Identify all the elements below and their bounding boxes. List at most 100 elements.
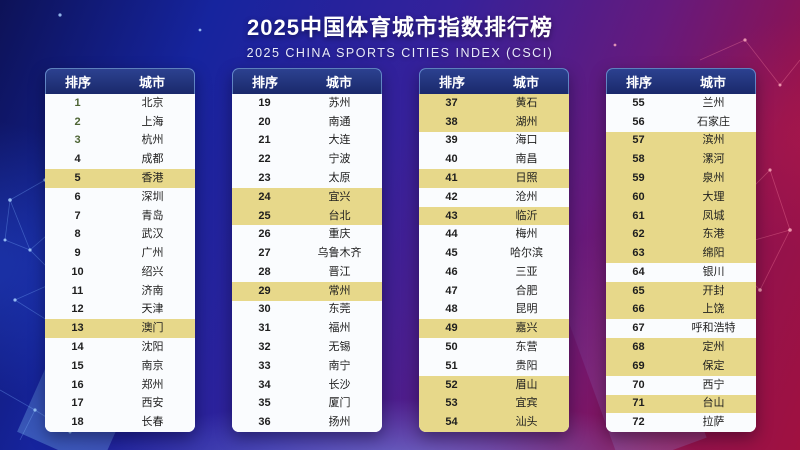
table-row: 67 呼和浩特 [605,319,756,339]
rank-cell: 51 [445,359,458,372]
rank-cell: 31 [258,322,271,335]
table-row: 25 台北 [231,206,382,226]
city-cell: 台北 [328,209,351,222]
table-row: 36 扬州 [231,413,382,432]
rank-cell: 12 [71,303,84,316]
city-cell: 晋江 [328,265,351,278]
rank-cell: 20 [258,115,271,128]
rank-cell: 41 [445,172,458,185]
rank-cell: 28 [258,265,271,278]
rank-cell: 32 [258,341,271,354]
rank-cell: 3 [74,134,81,147]
city-column-header: 城市 [139,75,166,90]
city-cell: 大连 [328,134,351,147]
rank-cell: 4 [74,153,81,166]
rank-cell: 24 [258,190,271,203]
rank-cell: 37 [445,96,458,109]
city-cell: 沧州 [515,190,538,203]
city-cell: 长沙 [328,378,351,391]
city-cell: 成都 [141,153,164,166]
city-cell: 眉山 [515,378,538,391]
city-cell: 宜宾 [515,397,538,410]
city-cell: 绵阳 [702,247,725,260]
city-cell: 武汉 [141,228,164,241]
table-row: 21 大连 [231,131,382,151]
rank-cell: 54 [445,416,458,429]
table-row: 46 三亚 [418,263,569,282]
city-cell: 天津 [141,303,164,316]
city-cell: 黄石 [515,96,538,109]
rank-cell: 5 [74,172,81,185]
city-cell: 厦门 [328,397,351,410]
table-row: 40 南昌 [418,150,569,170]
rank-cell: 1 [74,96,81,109]
page-subtitle: 2025 CHINA SPORTS CITIES INDEX (CSCI) [246,46,554,60]
rank-cell: 27 [258,247,271,260]
city-cell: 台山 [702,397,725,410]
table-row: 61 凤城 [605,206,756,226]
city-cell: 日照 [515,172,538,185]
table-row: 53 宜宾 [418,394,569,414]
rank-cell: 18 [71,416,84,429]
table-row: 7 青岛 [44,206,195,226]
rank-cell: 39 [445,134,458,147]
city-cell: 苏州 [328,96,351,109]
table-row: 39 海口 [418,131,569,151]
table-row: 30 东莞 [231,300,382,320]
table-row: 47 合肥 [418,281,569,301]
rank-cell: 46 [445,265,458,278]
ranking-table-4: 排序 城市 55 兰州 56 石家庄 57 滨州 58 漯河 59 泉州 60 大理 61 凤城 62 东港 63 绵… [605,68,756,432]
table-row: 19 苏州 [231,94,382,113]
city-cell: 扬州 [328,416,351,429]
table-row: 3 杭州 [44,131,195,151]
table-row: 59 泉州 [605,169,756,188]
table-row: 4 成都 [44,150,195,170]
table-row: 63 绵阳 [605,244,756,264]
rank-column-header: 排序 [65,75,92,90]
rank-cell: 2 [74,115,81,128]
city-cell: 常州 [328,284,351,297]
rank-cell: 15 [71,359,84,372]
city-cell: 大理 [702,190,725,203]
table-row: 6 深圳 [44,187,195,207]
rank-cell: 35 [258,397,271,410]
rank-cell: 21 [258,134,271,147]
table-row: 16 郑州 [44,375,195,395]
table-row: 34 长沙 [231,375,382,395]
table-row: 52 眉山 [418,375,569,395]
city-cell: 西宁 [702,378,725,391]
rank-cell: 34 [258,378,271,391]
city-cell: 沈阳 [141,341,164,354]
table-row: 54 汕头 [418,413,569,432]
city-cell: 深圳 [141,190,164,203]
table-row: 10 绍兴 [44,263,195,282]
city-cell: 香港 [141,172,164,185]
table-row: 26 重庆 [231,225,382,245]
rank-cell: 71 [632,397,645,410]
rank-cell: 38 [445,115,458,128]
city-cell: 乌鲁木齐 [317,247,362,260]
table-row: 41 日照 [418,169,569,188]
city-cell: 杭州 [141,134,164,147]
table-row: 15 南京 [44,356,195,376]
rank-cell: 66 [632,303,645,316]
rank-cell: 70 [632,378,645,391]
rank-cell: 14 [71,341,84,354]
table-row: 8 武汉 [44,225,195,245]
rank-cell: 43 [445,209,458,222]
city-cell: 无锡 [328,341,351,354]
rank-cell: 44 [445,228,458,241]
city-cell: 兰州 [702,96,725,109]
city-cell: 保定 [702,359,725,372]
table-row: 5 香港 [44,169,195,188]
rank-column-header: 排序 [252,75,279,90]
rank-cell: 33 [258,359,271,372]
table-row: 58 漯河 [605,150,756,170]
city-cell: 临沂 [515,209,538,222]
rank-cell: 30 [258,303,271,316]
rank-cell: 13 [71,322,84,335]
rank-cell: 26 [258,228,271,241]
table-row: 70 西宁 [605,375,756,395]
city-cell: 南京 [141,359,164,372]
table-row: 56 石家庄 [605,112,756,132]
